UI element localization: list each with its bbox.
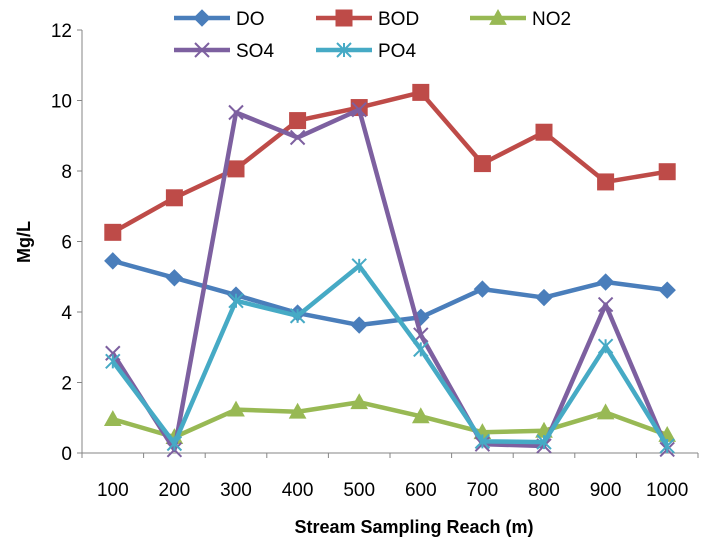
x-tick-label: 700 (467, 480, 499, 501)
data-point-marker (351, 258, 367, 274)
data-point-marker (413, 341, 429, 358)
series-line (112, 399, 668, 440)
chart-legend: DO BOD NO2 SO4 PO4 (174, 8, 571, 62)
data-point-marker (411, 407, 430, 424)
data-point-marker (659, 438, 675, 454)
y-tick-label: 0 (61, 444, 72, 465)
series-do (104, 252, 676, 334)
x-tick-label: 300 (220, 480, 252, 501)
data-point-marker (473, 280, 492, 298)
legend-label: NO2 (532, 9, 571, 30)
x-tick-label: 200 (159, 480, 191, 501)
data-point-marker (597, 296, 614, 313)
x-tick-label: 500 (343, 480, 375, 501)
data-point-marker (104, 223, 122, 241)
data-point-marker (474, 433, 491, 450)
series-layer (103, 83, 677, 458)
legend-item-bod: BOD (316, 9, 419, 30)
y-tick-label: 4 (61, 303, 72, 324)
x-axis-title: Stream Sampling Reach (m) (294, 517, 533, 537)
data-point-marker (412, 83, 430, 101)
x-tick-label: 900 (590, 480, 622, 501)
data-point-marker (194, 42, 210, 58)
data-point-marker (336, 42, 352, 58)
data-point-marker (596, 273, 615, 291)
y-tick-label: 8 (61, 162, 72, 183)
series-line (111, 90, 668, 235)
data-point-marker (227, 160, 245, 178)
x-tick-label: 1000 (646, 480, 688, 501)
data-point-marker (350, 393, 369, 410)
chart-axes: 0 2 4 6 8 10 12 100 200 300 400 500 600 700 800 900 1000 (51, 21, 699, 501)
data-point-marker (289, 129, 306, 146)
series-so4 (105, 101, 675, 458)
y-tick-label: 6 (61, 233, 72, 254)
data-point-marker (228, 104, 244, 121)
data-point-marker (473, 155, 491, 173)
data-point-marker (597, 173, 615, 191)
data-point-marker (350, 316, 368, 334)
data-point-marker (165, 269, 184, 287)
data-point-marker (535, 288, 553, 307)
legend-label: SO4 (236, 41, 274, 62)
data-point-marker (289, 308, 306, 324)
data-point-marker (105, 353, 121, 370)
series-line (112, 258, 668, 328)
data-point-marker (658, 163, 676, 181)
y-tick-label: 10 (51, 92, 72, 113)
series-line (110, 107, 670, 453)
series-po4 (105, 258, 675, 454)
data-point-marker (288, 402, 307, 419)
legend-item-po4: PO4 (316, 41, 416, 62)
data-point-marker (227, 400, 245, 417)
series-bod (104, 83, 676, 241)
legend-item-no2: NO2 (470, 8, 571, 30)
data-point-marker (289, 112, 307, 130)
x-tick-label: 600 (405, 480, 437, 501)
y-axis-title: Mg/L (14, 221, 34, 263)
data-point-marker (228, 293, 244, 309)
data-point-marker (536, 434, 552, 450)
data-point-marker (351, 101, 367, 118)
data-point-marker (104, 252, 122, 270)
data-point-marker (335, 9, 353, 27)
data-point-marker (193, 9, 211, 27)
data-point-marker (596, 403, 615, 420)
legend-label: PO4 (378, 41, 416, 62)
legend-label: BOD (378, 9, 419, 30)
y-tick-label: 12 (51, 21, 72, 42)
data-point-marker (597, 338, 614, 354)
data-point-marker (166, 435, 183, 452)
series-line (111, 263, 670, 448)
x-tick-label: 100 (97, 480, 129, 501)
data-point-marker (535, 123, 553, 141)
data-point-marker (165, 189, 183, 207)
legend-item-do: DO (174, 9, 265, 30)
legend-label: DO (236, 9, 265, 30)
y-tick-label: 2 (61, 374, 72, 395)
x-tick-label: 800 (528, 480, 560, 501)
data-point-marker (658, 281, 676, 299)
legend-item-so4: SO4 (174, 41, 274, 62)
data-point-marker (103, 410, 122, 427)
x-tick-label: 400 (282, 480, 314, 501)
data-point-marker (489, 8, 507, 25)
